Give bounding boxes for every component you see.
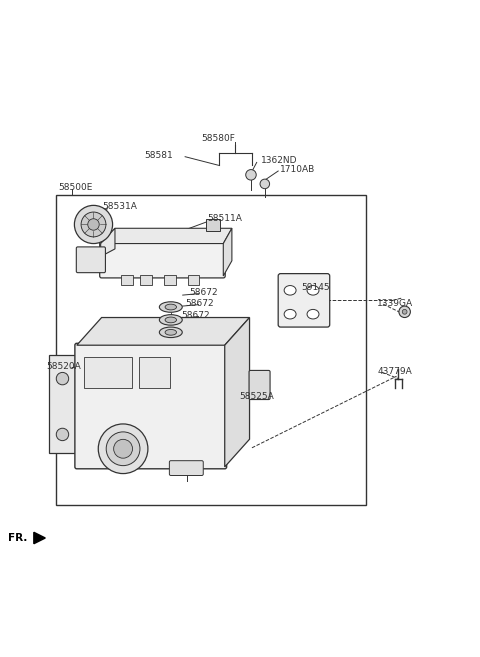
Circle shape [399,306,410,317]
Text: 59145: 59145 [301,283,330,292]
FancyBboxPatch shape [169,461,203,476]
Ellipse shape [159,327,182,338]
Polygon shape [102,228,232,244]
Ellipse shape [307,309,319,319]
Text: 58672: 58672 [189,288,217,297]
Text: 1362ND: 1362ND [261,156,297,165]
Polygon shape [77,317,250,345]
Text: 1710AB: 1710AB [280,165,315,174]
Circle shape [56,373,69,385]
Circle shape [106,432,140,466]
Ellipse shape [165,317,177,323]
Circle shape [88,219,99,230]
Bar [164,275,176,284]
Bar [84,357,132,388]
Text: 1339GA: 1339GA [377,299,414,307]
Text: 58511A: 58511A [207,214,242,223]
Circle shape [246,170,256,180]
Polygon shape [223,228,232,276]
FancyBboxPatch shape [75,344,227,469]
Text: 43779A: 43779A [377,367,412,376]
Bar [56,195,366,505]
FancyBboxPatch shape [100,242,225,278]
Polygon shape [225,317,250,467]
Ellipse shape [159,302,182,312]
Ellipse shape [284,286,296,295]
Circle shape [74,206,113,244]
Circle shape [98,424,148,474]
Bar [205,219,220,231]
Circle shape [402,309,407,314]
Polygon shape [49,355,77,453]
Circle shape [81,212,106,237]
Polygon shape [34,532,45,544]
FancyBboxPatch shape [76,247,106,273]
Ellipse shape [165,304,177,310]
Bar [139,357,170,388]
FancyBboxPatch shape [249,371,270,399]
Text: 58531A: 58531A [103,202,137,211]
Text: 58580F: 58580F [202,134,236,143]
Bar [120,275,132,284]
Circle shape [56,428,69,441]
Ellipse shape [165,329,177,335]
Text: 58672: 58672 [185,299,214,307]
Circle shape [260,179,270,189]
Ellipse shape [159,315,182,325]
Ellipse shape [284,309,296,319]
Ellipse shape [307,286,319,295]
FancyBboxPatch shape [278,273,330,327]
Text: 58581: 58581 [144,151,173,160]
Text: 58500E: 58500E [59,183,93,192]
Polygon shape [101,228,115,256]
Bar [188,275,199,284]
Text: FR.: FR. [9,533,28,543]
Text: 58520A: 58520A [47,362,82,371]
Text: 58672: 58672 [181,311,210,320]
Bar [140,275,152,284]
Circle shape [114,440,132,458]
Text: 58525A: 58525A [239,392,274,401]
